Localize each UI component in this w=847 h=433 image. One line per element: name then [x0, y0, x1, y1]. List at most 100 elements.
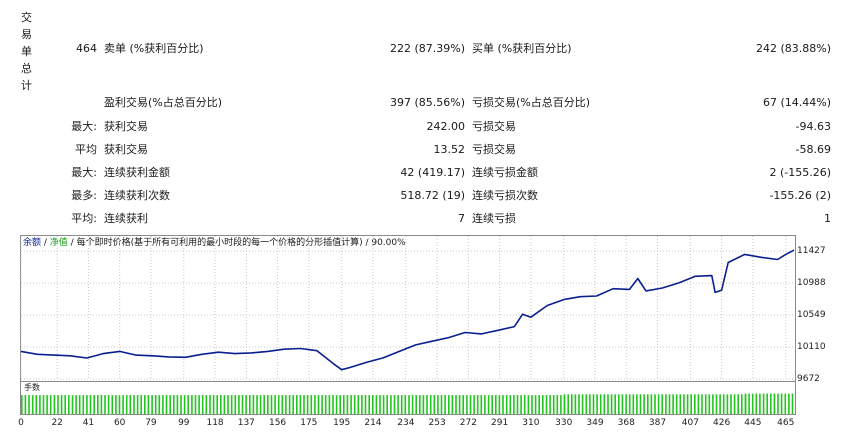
volume-bar: [332, 395, 334, 414]
y-axis-tick-label: 10110: [797, 342, 826, 353]
x-axis-tick-label: 118: [206, 418, 224, 428]
volume-bar: [241, 395, 244, 414]
trade-summary-section-label: 交易单总计: [21, 11, 32, 92]
volume-bar: [133, 395, 135, 414]
stat-prefix: 最多:: [71, 189, 97, 202]
volume-bar: [277, 395, 280, 414]
volume-bar: [440, 395, 443, 414]
volume-bar: [520, 395, 522, 414]
volume-bar: [100, 395, 103, 414]
volume-bar: [516, 395, 519, 414]
volume-bar: [46, 395, 48, 414]
volume-bar: [722, 394, 725, 414]
volume-bar: [408, 395, 410, 414]
stat-left-value: 42 (419.17): [400, 166, 465, 179]
volume-bar: [755, 393, 758, 414]
volume-bar: [654, 394, 656, 414]
x-axis-tick-label: 0: [18, 418, 24, 428]
volume-bar: [296, 395, 298, 414]
x-axis-tick-label: 234: [397, 418, 415, 428]
volume-bar: [86, 395, 88, 414]
volume-bar: [292, 395, 294, 414]
volume-bar: [176, 395, 179, 414]
stat-right-label: 亏损交易(%占总百分比): [472, 96, 591, 109]
volume-bar: [350, 395, 352, 414]
volume-bar: [527, 395, 530, 414]
stat-right-label: 连续亏损次数: [472, 189, 538, 202]
volume-bar: [574, 394, 577, 414]
volume-bar: [379, 395, 381, 414]
x-axis-tick-label: 195: [333, 418, 351, 428]
volume-bar: [267, 395, 269, 414]
volume-bar: [675, 394, 678, 414]
legend-separator: /: [41, 238, 50, 248]
volume-bar: [205, 395, 208, 414]
stat-right-label: 亏损交易: [472, 143, 516, 156]
volume-bar: [397, 395, 399, 414]
volume-bar: [158, 395, 161, 414]
volume-bar: [780, 393, 783, 414]
volume-bar: [694, 394, 696, 414]
volume-bar: [737, 394, 739, 414]
volume-bar: [730, 394, 732, 414]
volume-bar: [299, 395, 302, 414]
volume-bar: [751, 393, 754, 414]
volume-bar: [571, 394, 573, 414]
volume-bar: [49, 395, 52, 414]
stat-left-label: 连续获利次数: [104, 189, 170, 202]
volume-bar: [151, 395, 153, 414]
volume-bar: [21, 395, 23, 414]
volume-bar: [679, 394, 682, 414]
volume-bar: [643, 394, 645, 414]
volume-bar: [610, 394, 613, 414]
volume-bar: [310, 395, 313, 414]
volume-bar: [484, 395, 486, 414]
volume-bar: [581, 394, 584, 414]
volume-bar: [335, 395, 338, 414]
volume-bar: [444, 395, 446, 414]
volume-bar: [697, 394, 700, 414]
volume-bar: [578, 394, 580, 414]
volume-bar: [324, 395, 327, 414]
volume-bar: [672, 394, 674, 414]
volume-bar: [712, 394, 714, 414]
volume-bar: [538, 395, 540, 414]
volume-bar: [585, 394, 588, 414]
volume-bar: [683, 394, 685, 414]
volume-bar: [60, 395, 63, 414]
volume-bar: [599, 394, 602, 414]
y-axis-tick-label: 10549: [797, 310, 826, 321]
volume-bar: [328, 395, 331, 414]
volume-bar: [426, 395, 428, 414]
volume-bar: [93, 395, 95, 414]
volume-bar: [719, 394, 721, 414]
long-trades-label: 买单 (%获利百分比): [472, 42, 572, 55]
volume-bar: [252, 395, 255, 414]
volume-bar: [618, 394, 620, 414]
volume-bar: [415, 395, 417, 414]
volume-bar: [668, 394, 671, 414]
volume-bar: [64, 395, 66, 414]
volume-bar: [372, 395, 374, 414]
stat-left-label: 连续获利: [104, 212, 148, 225]
volume-bar: [303, 395, 305, 414]
x-axis-tick-label: 349: [586, 418, 604, 428]
stat-right-value: -94.63: [795, 120, 831, 133]
legend-equity: 净值: [49, 238, 68, 248]
volume-bar: [212, 395, 215, 414]
x-axis-tick-label: 426: [713, 418, 731, 428]
volume-bar: [419, 395, 421, 414]
volume-bar: [603, 394, 606, 414]
volume-bar: [42, 395, 45, 414]
volume-bar: [473, 395, 475, 414]
volume-bar: [607, 394, 609, 414]
stat-prefix: 最大:: [71, 120, 97, 133]
volume-bar: [429, 395, 432, 414]
volume-bar: [632, 394, 635, 414]
total-trades-value: 464: [76, 42, 97, 55]
volume-bar: [154, 395, 157, 414]
volume-bar: [234, 395, 237, 414]
volume-bar: [462, 395, 464, 414]
volume-bar: [162, 395, 164, 414]
volume-bar: [523, 395, 526, 414]
